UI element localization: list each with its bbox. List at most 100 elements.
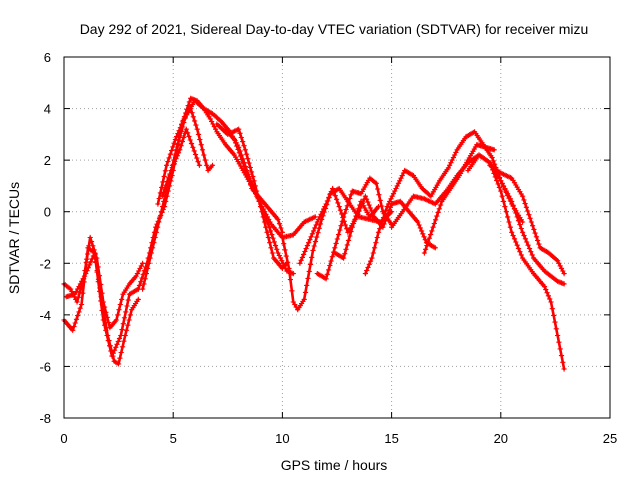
data-point <box>279 234 285 241</box>
data-point <box>202 157 208 163</box>
data-point <box>126 317 132 323</box>
data-point <box>231 136 237 143</box>
data-point <box>561 366 567 372</box>
data-point <box>119 296 125 302</box>
data-point <box>85 265 91 271</box>
data-point <box>311 243 317 249</box>
data-point <box>247 164 253 171</box>
data-point <box>274 246 280 252</box>
data-point <box>307 261 314 267</box>
data-point <box>118 332 124 339</box>
data-point <box>399 173 405 179</box>
data-point <box>116 335 123 341</box>
data-point <box>505 214 511 220</box>
data-point <box>492 174 498 180</box>
data-point <box>140 260 146 266</box>
data-point <box>498 188 504 194</box>
data-point <box>353 213 359 219</box>
data-point <box>276 221 283 227</box>
data-point <box>183 126 189 132</box>
data-point <box>383 207 389 213</box>
data-point <box>84 268 90 274</box>
y-tick-label: -8 <box>39 411 51 426</box>
data-point <box>186 99 192 105</box>
data-point <box>74 299 80 305</box>
data-point <box>344 242 350 248</box>
data-point <box>376 192 382 198</box>
data-point <box>503 209 509 215</box>
data-point <box>160 204 166 210</box>
data-point <box>301 251 307 257</box>
data-point <box>384 204 390 210</box>
data-point <box>499 193 505 199</box>
data-point <box>545 293 551 299</box>
data-point <box>115 312 121 318</box>
data-point <box>510 202 516 208</box>
data-point <box>494 177 500 183</box>
data-point <box>341 214 347 220</box>
data-point <box>150 245 156 251</box>
data-point <box>176 128 182 134</box>
data-point <box>312 225 318 231</box>
data-point <box>122 332 128 339</box>
data-point <box>248 182 254 188</box>
data-point <box>309 231 315 237</box>
data-point <box>83 271 89 277</box>
data-point <box>313 222 319 228</box>
data-point <box>298 257 304 263</box>
data-point <box>269 232 275 238</box>
data-point <box>145 265 151 271</box>
data-point <box>531 226 537 232</box>
data-point <box>311 228 317 234</box>
x-tick-label: 5 <box>170 431 177 446</box>
data-point <box>432 245 438 251</box>
data-point <box>141 281 147 287</box>
data-point <box>373 240 379 246</box>
data-point <box>157 214 163 220</box>
data-point <box>422 237 428 243</box>
data-point <box>530 223 536 229</box>
data-point <box>176 137 182 143</box>
y-tick-label: 2 <box>44 153 51 168</box>
data-point <box>331 189 337 195</box>
data-point <box>240 139 246 145</box>
data-point <box>379 203 385 209</box>
data-point <box>238 153 244 159</box>
data-point <box>306 240 312 246</box>
data-point <box>289 288 295 294</box>
data-point <box>332 193 338 199</box>
y-tick-label: 0 <box>44 205 51 220</box>
data-point <box>520 219 526 225</box>
data-point <box>236 126 242 132</box>
y-tick-label: 6 <box>44 50 51 65</box>
data-point <box>515 245 522 252</box>
data-series <box>61 95 567 372</box>
data-point <box>417 225 423 231</box>
data-point <box>316 225 322 231</box>
data-point <box>496 184 502 191</box>
data-point <box>155 224 161 230</box>
series-arc-12 <box>314 175 395 282</box>
data-point <box>105 332 111 339</box>
data-point <box>365 199 371 205</box>
data-point <box>428 232 434 238</box>
data-point <box>111 347 118 353</box>
y-axis-label: SDTVAR / TECUs <box>6 182 22 294</box>
data-point <box>323 201 329 207</box>
data-point <box>116 361 122 367</box>
data-point <box>509 198 515 204</box>
data-point <box>283 253 289 259</box>
data-point <box>341 255 347 261</box>
data-point <box>279 229 285 235</box>
data-point <box>107 343 113 349</box>
data-point <box>263 224 269 230</box>
data-point <box>343 246 349 252</box>
data-point <box>155 201 161 207</box>
plot-frame <box>63 56 611 419</box>
data-point <box>143 271 149 277</box>
data-point <box>88 259 94 265</box>
data-point <box>259 209 265 215</box>
data-point <box>303 246 309 252</box>
data-point <box>433 217 439 223</box>
data-point <box>116 307 122 313</box>
